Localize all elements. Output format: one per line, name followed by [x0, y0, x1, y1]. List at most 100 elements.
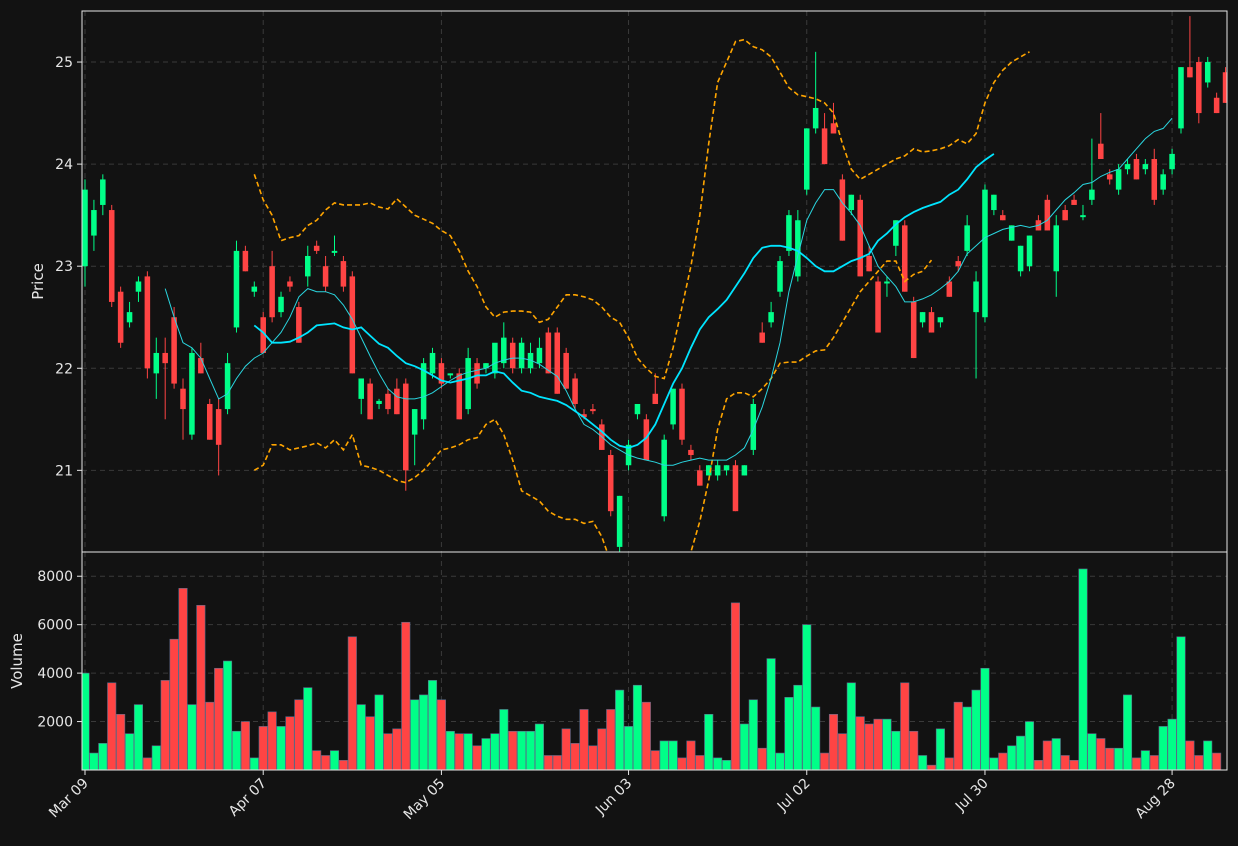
- candle-body: [367, 383, 373, 420]
- volume-bar: [98, 743, 108, 770]
- candle-body: [1053, 225, 1060, 272]
- date-tick-label: Jun 03: [592, 776, 635, 819]
- candle-body: [910, 301, 917, 359]
- candle-body: [501, 337, 507, 364]
- volume-bar: [730, 602, 740, 770]
- volume-bar: [1016, 735, 1026, 770]
- candle-body: [456, 373, 463, 420]
- candle-body: [349, 276, 356, 374]
- volume-bar: [615, 689, 625, 770]
- volume-bars-group: [82, 568, 1222, 770]
- volume-bar: [321, 755, 331, 770]
- candle-body: [777, 261, 783, 292]
- volume-bar: [837, 733, 847, 770]
- candle-body: [117, 291, 124, 343]
- volume-bar: [1007, 745, 1017, 770]
- candle-body: [1196, 62, 1202, 114]
- volume-bar: [998, 752, 1008, 770]
- candle-body: [198, 358, 204, 374]
- volume-bar: [490, 733, 500, 770]
- candle-body: [189, 352, 195, 435]
- candle-body: [768, 312, 774, 323]
- volume-bar: [1051, 738, 1061, 770]
- candle-body: [1213, 97, 1220, 114]
- candle-body: [483, 363, 489, 369]
- candle-body: [670, 388, 676, 425]
- candle-body: [866, 255, 872, 272]
- price-tick-label: 25: [55, 55, 73, 71]
- volume-bar: [107, 682, 117, 770]
- candle-body: [269, 266, 275, 318]
- candle-body: [572, 378, 578, 404]
- candle-body: [634, 403, 641, 415]
- volume-bar: [909, 730, 919, 770]
- volume-bar: [784, 697, 794, 770]
- volume-bar: [793, 684, 803, 770]
- candle-body: [661, 439, 667, 517]
- volume-bar: [668, 740, 678, 770]
- candle-body: [162, 352, 168, 364]
- candle-body: [1044, 199, 1051, 231]
- candle-body: [420, 363, 427, 420]
- candle-body: [447, 373, 454, 376]
- volume-bar: [873, 718, 883, 770]
- candle-body: [518, 342, 525, 369]
- volume-tick-label: 2000: [37, 715, 73, 731]
- candle-body: [82, 189, 88, 267]
- candle-body: [679, 388, 685, 440]
- date-tick-label: May 05: [401, 776, 449, 824]
- candle-body: [153, 352, 160, 374]
- volume-bar: [1158, 726, 1168, 770]
- candle-body: [982, 189, 988, 318]
- volume-bar: [588, 745, 598, 770]
- volume-bar: [1033, 760, 1043, 770]
- candle-body: [732, 465, 739, 512]
- candle-body: [1106, 174, 1113, 180]
- volume-bar: [659, 740, 669, 770]
- volume-bar: [1069, 760, 1079, 770]
- volume-bar: [410, 699, 420, 770]
- candle-body: [1187, 67, 1193, 78]
- candle-body: [688, 449, 694, 456]
- volume-bar: [722, 760, 732, 770]
- candle-body: [1017, 245, 1024, 272]
- candle-body: [1008, 225, 1015, 241]
- volume-bar: [1140, 750, 1150, 770]
- volume-bar: [160, 680, 170, 770]
- volume-bar: [935, 728, 945, 770]
- date-tick-label: Jul 02: [774, 776, 814, 816]
- volume-bar: [240, 721, 250, 770]
- candle-body: [233, 250, 240, 328]
- volume-bar: [962, 706, 972, 770]
- candle-body: [973, 281, 979, 313]
- candle-body: [100, 179, 106, 205]
- volume-bar: [419, 694, 429, 770]
- volume-bar: [525, 730, 536, 770]
- volume-bar: [1105, 747, 1115, 770]
- volume-bar: [1131, 757, 1141, 770]
- candle-body: [180, 388, 186, 410]
- volume-bar: [989, 757, 999, 770]
- candle-body: [554, 332, 561, 394]
- candle-body: [714, 465, 721, 476]
- candle-body: [750, 403, 757, 450]
- candle-body: [946, 281, 953, 297]
- volume-bar: [151, 745, 161, 770]
- volume-bar: [953, 701, 963, 770]
- volume-bar: [1203, 740, 1213, 770]
- volume-bar: [900, 682, 910, 770]
- volume-bar: [632, 684, 642, 770]
- volume-bar: [820, 752, 830, 770]
- candle-body: [1071, 199, 1077, 205]
- volume-bar: [401, 621, 411, 770]
- candle-body: [964, 225, 970, 251]
- candle-body: [848, 194, 855, 211]
- volume-bar: [1078, 568, 1088, 770]
- candle-body: [893, 220, 899, 246]
- sma-long-line: [253, 153, 995, 449]
- volume-bar: [686, 740, 696, 770]
- volume-bar: [1096, 738, 1106, 770]
- volume-bar: [1060, 755, 1070, 770]
- volume-bar: [125, 733, 135, 770]
- candle-body: [403, 383, 409, 471]
